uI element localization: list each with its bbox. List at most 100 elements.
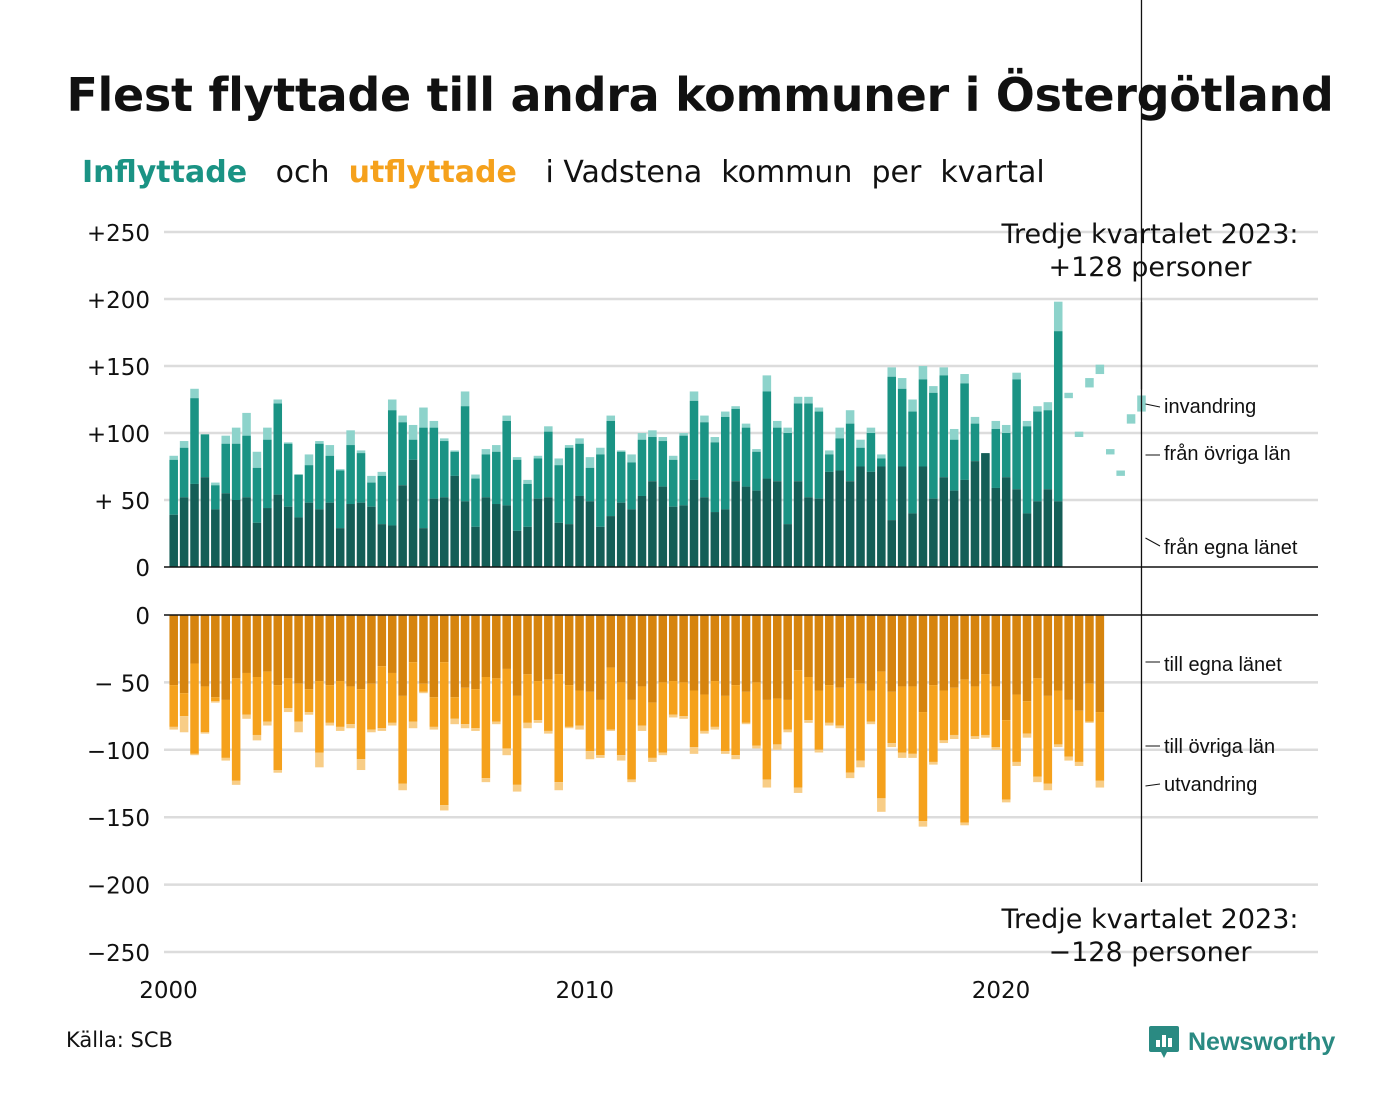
bar-invandring — [1001, 424, 1011, 433]
bar-fran-egna-lanet — [908, 513, 917, 567]
bar-utvandring — [1012, 761, 1021, 766]
bar-till-egna-lanet — [887, 615, 897, 692]
brand-name: Newsworthy — [1188, 1027, 1336, 1056]
bar-till-egna-lanet — [648, 615, 657, 703]
bar-invandring — [1064, 392, 1073, 399]
bar-till-ovriga-lan — [637, 686, 647, 726]
bar-fran-egna-lanet — [668, 506, 678, 567]
bar-till-ovriga-lan — [523, 674, 532, 723]
bar-invandring — [772, 420, 782, 428]
bar-fran-ovriga-lan — [835, 438, 844, 471]
bar-fran-ovriga-lan — [408, 439, 418, 460]
bar-fran-egna-lanet — [856, 466, 865, 567]
bar-fran-egna-lanet — [450, 475, 459, 567]
bar-fran-ovriga-lan — [523, 483, 532, 527]
bar-till-egna-lanet — [720, 615, 730, 696]
bar-fran-egna-lanet — [825, 471, 834, 567]
bar-fran-egna-lanet — [419, 528, 428, 567]
bar-till-ovriga-lan — [408, 662, 418, 722]
bar-utvandring — [689, 747, 699, 754]
bar-till-egna-lanet — [1033, 615, 1042, 679]
bar-invandring — [190, 388, 199, 399]
bar-fran-egna-lanet — [263, 508, 272, 567]
bar-fran-ovriga-lan — [1033, 411, 1042, 502]
bar-fran-egna-lanet — [845, 481, 855, 567]
bar-utvandring — [179, 716, 189, 733]
bar-fran-egna-lanet — [970, 461, 980, 567]
bar-invandring — [585, 457, 595, 468]
bar-invandring — [512, 457, 522, 460]
bar-invandring — [356, 450, 366, 454]
bar-fran-egna-lanet — [929, 498, 938, 567]
bar-invandring — [1033, 406, 1042, 412]
bar-utvandring — [408, 721, 418, 729]
bar-utvandring — [908, 753, 917, 758]
bar-fran-ovriga-lan — [221, 443, 231, 494]
bar-till-egna-lanet — [564, 615, 574, 686]
bar-utvandring — [1074, 761, 1084, 766]
bar-till-ovriga-lan — [190, 663, 199, 754]
bar-utvandring — [356, 759, 366, 771]
bar-invandring — [304, 454, 314, 466]
bar-till-ovriga-lan — [949, 687, 959, 735]
bar-fran-ovriga-lan — [200, 434, 210, 478]
bar-till-ovriga-lan — [616, 682, 626, 756]
bar-till-ovriga-lan — [398, 695, 407, 784]
bar-utvandring — [658, 752, 668, 756]
bar-fran-ovriga-lan — [825, 454, 834, 472]
bar-utvandring — [606, 729, 616, 731]
bar-utvandring — [283, 708, 293, 713]
bar-till-egna-lanet — [211, 615, 220, 698]
bar-till-ovriga-lan — [179, 693, 189, 717]
bar-fran-egna-lanet — [991, 487, 1001, 567]
bar-till-egna-lanet — [460, 615, 470, 688]
bar-invandring — [877, 454, 886, 459]
bar-utvandring — [367, 729, 376, 733]
bar-till-ovriga-lan — [387, 672, 397, 723]
bar-till-ovriga-lan — [648, 702, 657, 758]
bar-utvandring — [616, 755, 626, 761]
bar-invandring — [1126, 414, 1136, 424]
bar-fran-egna-lanet — [544, 497, 553, 567]
bar-fran-ovriga-lan — [554, 465, 564, 523]
bar-utvandring — [200, 732, 210, 734]
bar-fran-egna-lanet — [242, 497, 251, 567]
bar-fran-egna-lanet — [658, 486, 668, 567]
bar-till-egna-lanet — [1043, 615, 1053, 696]
bar-invandring — [533, 455, 543, 459]
bar-invandring — [346, 430, 355, 446]
bar-fran-egna-lanet — [471, 526, 480, 567]
bar-fran-egna-lanet — [585, 501, 595, 567]
bar-till-egna-lanet — [356, 615, 366, 690]
y-tick-label-bottom: − 50 — [94, 671, 150, 697]
bar-till-ovriga-lan — [273, 685, 283, 771]
annotation-bottom-line1: Tredje kvartalet 2023: — [1001, 904, 1299, 935]
bar-utvandring — [211, 701, 220, 703]
bar-till-ovriga-lan — [221, 699, 231, 758]
y-tick-label-top: +200 — [87, 288, 150, 314]
subtitle-inflyttade: Inflyttade — [82, 155, 248, 190]
bar-utvandring — [471, 728, 480, 731]
bar-till-ovriga-lan — [544, 679, 553, 731]
bar-fran-ovriga-lan — [367, 482, 376, 507]
bar-fran-egna-lanet — [575, 495, 584, 567]
bar-fran-egna-lanet — [1053, 501, 1063, 567]
bar-utvandring — [627, 779, 636, 783]
bar-utvandring — [929, 761, 938, 765]
bar-till-ovriga-lan — [169, 685, 178, 727]
bar-utvandring — [679, 716, 688, 719]
bar-till-ovriga-lan — [1022, 701, 1032, 734]
bar-fran-egna-lanet — [741, 486, 751, 567]
bar-till-egna-lanet — [408, 615, 418, 663]
bar-till-egna-lanet — [304, 615, 314, 690]
bar-utvandring — [325, 722, 335, 726]
bar-utvandring — [866, 721, 876, 725]
bar-till-ovriga-lan — [731, 685, 740, 756]
bar-till-ovriga-lan — [856, 683, 865, 761]
bar-invandring — [596, 447, 605, 455]
brand-logo: Newsworthy — [1148, 1022, 1335, 1062]
bar-till-ovriga-lan — [283, 678, 293, 709]
bar-fran-egna-lanet — [200, 477, 210, 567]
bar-invandring — [387, 399, 397, 411]
bar-invandring — [1085, 378, 1094, 388]
